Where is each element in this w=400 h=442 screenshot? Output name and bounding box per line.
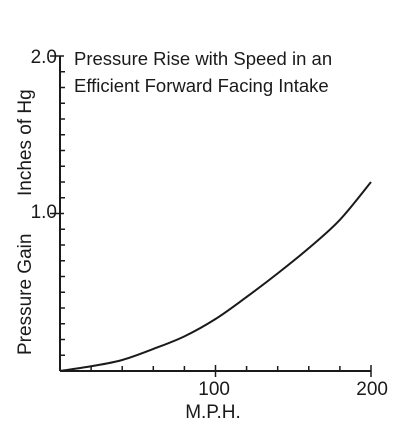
- y-tick-label-1-0: 1.0: [31, 202, 57, 223]
- x-tick-label-200: 200: [356, 379, 388, 400]
- y-axis-label-pressure-gain: Pressure Gain: [15, 234, 36, 355]
- x-tick-label-100: 100: [198, 379, 230, 400]
- x-axis-label: M.P.H.: [185, 402, 241, 423]
- chart-title-line-2: Efficient Forward Facing Intake: [74, 75, 329, 96]
- y-axis-label-inches-of-hg: Inches of Hg: [15, 89, 36, 196]
- pressure-curve-line: [59, 181, 372, 372]
- chart-title-line-1: Pressure Rise with Speed in an: [74, 48, 332, 69]
- y-tick-label-2-0: 2.0: [31, 47, 57, 68]
